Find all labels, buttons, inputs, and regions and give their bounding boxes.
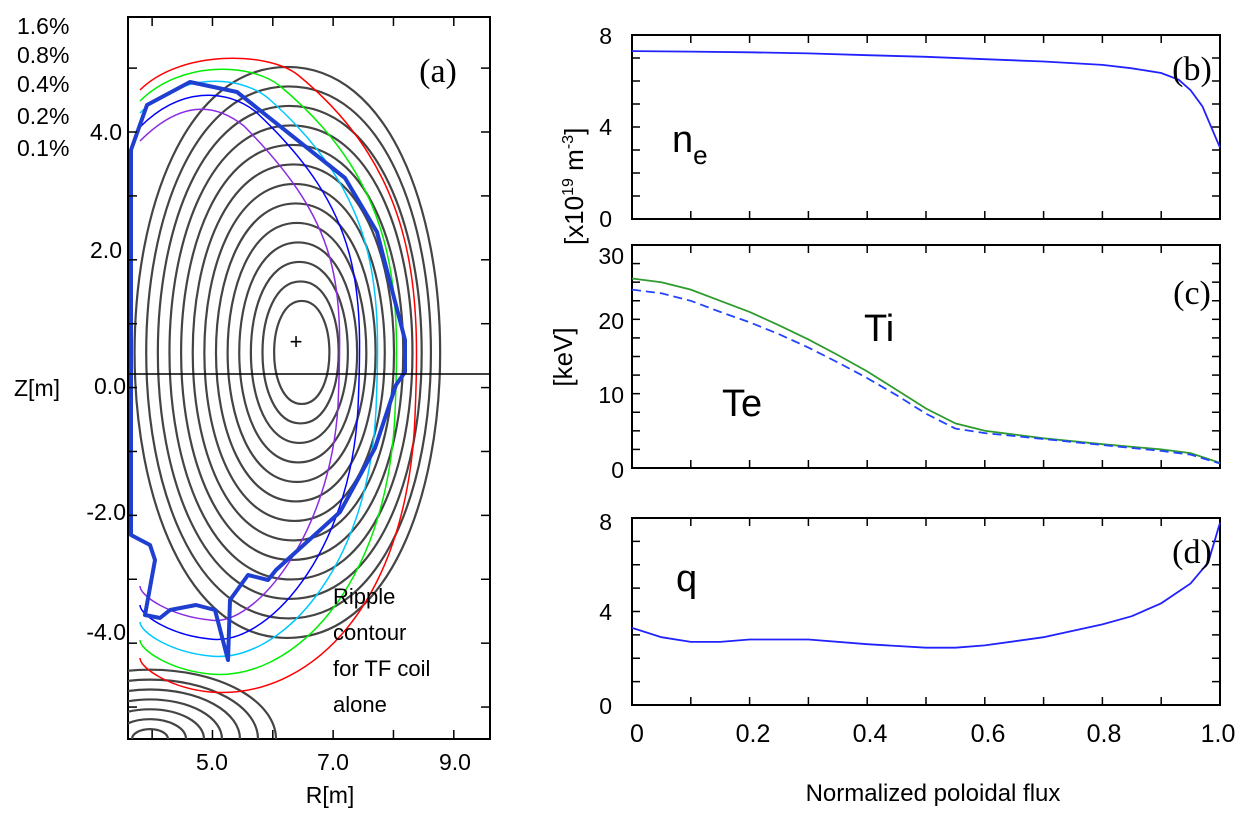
y-tick-label: 10 — [598, 382, 624, 408]
series-label-ti: Ti — [864, 308, 894, 350]
flux-surfaces — [128, 65, 442, 739]
y-tick-label: 4 — [599, 599, 612, 625]
x-tick-label: 0.6 — [971, 720, 1006, 748]
panel-a: + (a) 4.0 2.0 0.0 -2.0 -4.0 Z[m] 5.0 7.0… — [14, 13, 491, 808]
y-axis-label: Z[m] — [14, 375, 60, 401]
x-tick-label: 5.0 — [196, 749, 228, 775]
panel-c-frame — [631, 244, 1221, 469]
x-tick-label: 0.8 — [1087, 720, 1122, 748]
flux-surface — [191, 163, 396, 542]
flux-surface — [133, 65, 442, 640]
panel-b-series — [631, 50, 1221, 149]
panel-c: (c) 30 20 10 0 [keV] Ti Te — [548, 243, 1221, 483]
ripple-contours — [139, 57, 418, 694]
ripple-annotation-line: alone — [333, 692, 387, 717]
divertor-flux-line — [128, 708, 206, 739]
panel-d-series — [631, 522, 1221, 649]
series-line-0 — [631, 50, 1221, 149]
legend-entry: 0.1% — [17, 135, 69, 161]
first-wall-outline — [129, 80, 407, 662]
y-tick-label: 0.0 — [94, 373, 126, 399]
magnetic-axis-marker: + — [290, 329, 303, 354]
flux-surface — [273, 299, 331, 406]
y-tick-label: 20 — [598, 308, 624, 334]
flux-surface — [156, 104, 423, 601]
panel-a-frame — [127, 16, 491, 740]
series-label-q: q — [676, 558, 697, 600]
y-tick-label: 0 — [599, 206, 612, 232]
ripple-annotation-line: Ripple — [333, 584, 395, 609]
x-tick-label: 0.4 — [853, 720, 888, 748]
panel-b: (b) 8 4 0 [x1019 m-3] ne — [559, 23, 1221, 245]
legend-entry: 0.2% — [17, 103, 69, 129]
ripple-contour-line — [139, 108, 341, 622]
ripple-contour-line — [139, 94, 361, 641]
y-tick-label: 4 — [599, 114, 612, 140]
y-tick-label: 2.0 — [90, 237, 122, 263]
legend-entry: 0.4% — [17, 71, 69, 97]
x-tick-label: 1.0 — [1201, 720, 1236, 748]
ripple-contour-line — [139, 57, 418, 694]
series-line-te — [631, 288, 1221, 465]
y-tick-label: -4.0 — [86, 619, 126, 645]
flux-surface — [168, 124, 414, 581]
flux-surface — [145, 85, 432, 620]
legend-entry: 1.6% — [17, 13, 69, 39]
x-tick-label: 0.2 — [736, 720, 771, 748]
flux-surface — [261, 280, 340, 425]
panel-d-frame — [631, 517, 1221, 706]
divertor-flux-line — [128, 678, 260, 739]
panel-b-frame — [631, 34, 1221, 220]
y-axis-label: [x1019 m-3] — [559, 128, 589, 245]
panel-c-series — [631, 277, 1221, 465]
y-tick-label: 4.0 — [90, 119, 122, 145]
panel-c-label: (c) — [1173, 275, 1211, 312]
ripple-contour-line — [139, 80, 379, 658]
divertor-flux-line — [128, 698, 224, 739]
y-axis-label: [keV] — [548, 327, 578, 386]
legend-entry: 0.8% — [17, 42, 69, 68]
divertor-flux-line — [128, 718, 188, 739]
panel-b-label: (b) — [1172, 51, 1212, 88]
flux-surface — [238, 241, 359, 464]
ripple-contour-line — [139, 68, 398, 676]
x-tick-label: 9.0 — [439, 749, 471, 775]
x-tick-label: 7.0 — [317, 749, 349, 775]
panel-b-ticks — [632, 35, 1221, 219]
y-tick-label: -2.0 — [86, 499, 126, 525]
flux-surface — [226, 221, 368, 484]
series-line-ti — [631, 277, 1221, 464]
flux-surface — [249, 260, 349, 445]
divertor-flux-line — [128, 668, 278, 739]
divertor-flux-line — [128, 688, 242, 739]
panel-a-ticks — [128, 17, 490, 739]
series-label-ne: ne — [672, 119, 708, 170]
y-tick-label: 30 — [598, 243, 624, 269]
panel-c-ticks — [632, 245, 1221, 468]
ripple-annotation-line: for TF coil — [333, 656, 430, 681]
panel-d: (d) 8 4 0 q 0 0.2 0.4 0.6 0.8 1.0 Normal… — [599, 509, 1235, 807]
panel-d-ticks — [632, 518, 1221, 705]
series-label-te: Te — [722, 383, 762, 425]
y-tick-label: 0 — [611, 457, 624, 483]
y-tick-label: 8 — [599, 23, 612, 49]
panel-d-label: (d) — [1172, 534, 1212, 571]
x-axis-label: R[m] — [306, 782, 355, 808]
ripple-annotation-line: contour — [333, 620, 406, 645]
series-line-0 — [631, 522, 1221, 649]
y-tick-label: 8 — [599, 509, 612, 535]
x-axis-label: Normalized poloidal flux — [806, 780, 1061, 807]
divertor-flux-line — [130, 728, 170, 739]
flux-surface — [203, 182, 386, 523]
x-tick-label: 0 — [630, 720, 644, 748]
flux-surface — [215, 202, 377, 503]
flux-surface — [180, 143, 405, 562]
panel-a-label: (a) — [419, 53, 457, 90]
y-tick-label: 0 — [599, 693, 612, 719]
